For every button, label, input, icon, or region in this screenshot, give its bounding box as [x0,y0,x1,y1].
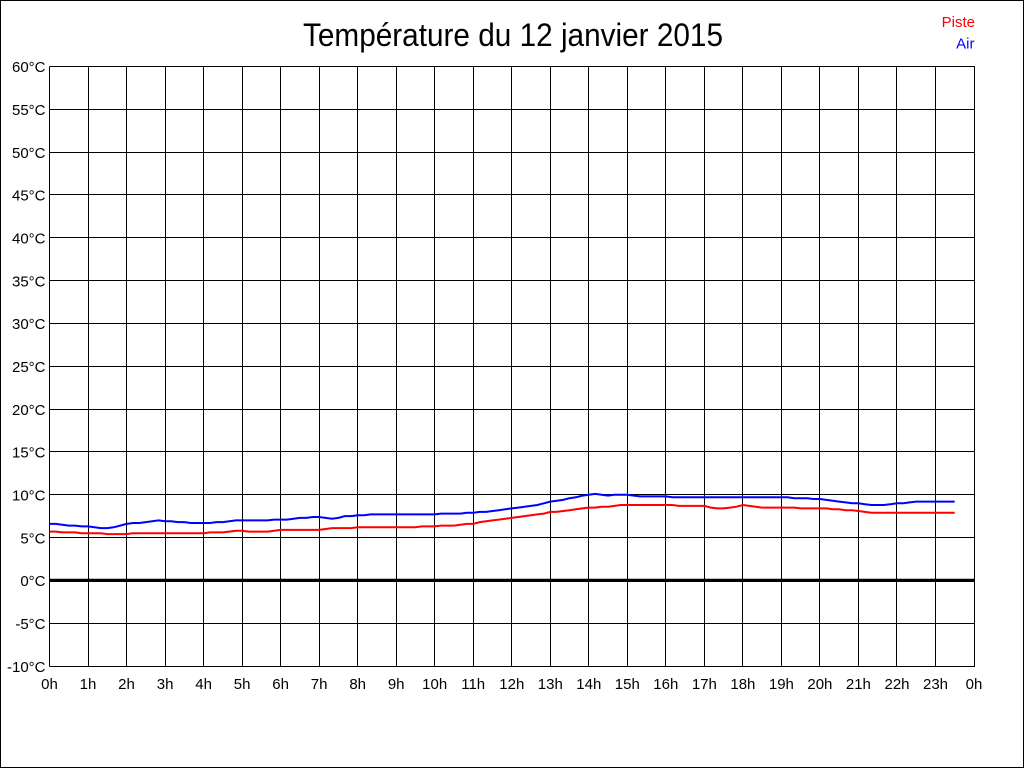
svg-text:10°C: 10°C [12,488,46,505]
svg-text:23h: 23h [923,676,948,693]
svg-text:18h: 18h [730,676,755,693]
svg-text:40°C: 40°C [12,231,46,248]
svg-text:11h: 11h [461,676,485,693]
svg-text:22h: 22h [884,676,909,693]
svg-text:Température du 12 janvier 2015: Température du 12 janvier 2015 [303,17,723,53]
svg-text:2h: 2h [118,676,135,693]
svg-text:12h: 12h [499,676,524,693]
svg-text:15°C: 15°C [12,445,46,462]
svg-text:0°C: 0°C [20,573,45,590]
svg-text:14h: 14h [576,676,601,693]
svg-text:5h: 5h [234,676,251,693]
svg-text:25°C: 25°C [12,359,46,376]
svg-text:7h: 7h [311,676,328,693]
svg-text:20°C: 20°C [12,402,46,419]
svg-text:-5°C: -5°C [15,616,45,633]
svg-text:17h: 17h [692,676,717,693]
svg-text:Piste: Piste [942,14,975,31]
svg-text:-10°C: -10°C [7,659,46,676]
svg-text:4h: 4h [195,676,212,693]
svg-text:0h: 0h [41,676,58,693]
svg-text:0h: 0h [966,676,983,693]
svg-text:15h: 15h [615,676,640,693]
svg-text:9h: 9h [388,676,405,693]
svg-text:21h: 21h [846,676,871,693]
svg-text:Air: Air [956,35,974,52]
svg-text:1h: 1h [80,676,97,693]
svg-text:6h: 6h [272,676,289,693]
svg-text:35°C: 35°C [12,273,46,290]
svg-text:50°C: 50°C [12,145,46,162]
svg-text:13h: 13h [538,676,563,693]
svg-text:30°C: 30°C [12,316,46,333]
svg-text:60°C: 60°C [12,59,46,76]
svg-text:16h: 16h [653,676,678,693]
svg-text:5°C: 5°C [20,530,45,547]
svg-text:20h: 20h [807,676,832,693]
svg-text:19h: 19h [769,676,794,693]
svg-text:3h: 3h [157,676,174,693]
svg-text:8h: 8h [349,676,366,693]
svg-text:55°C: 55°C [12,102,46,119]
svg-text:10h: 10h [422,676,447,693]
svg-text:45°C: 45°C [12,188,46,205]
